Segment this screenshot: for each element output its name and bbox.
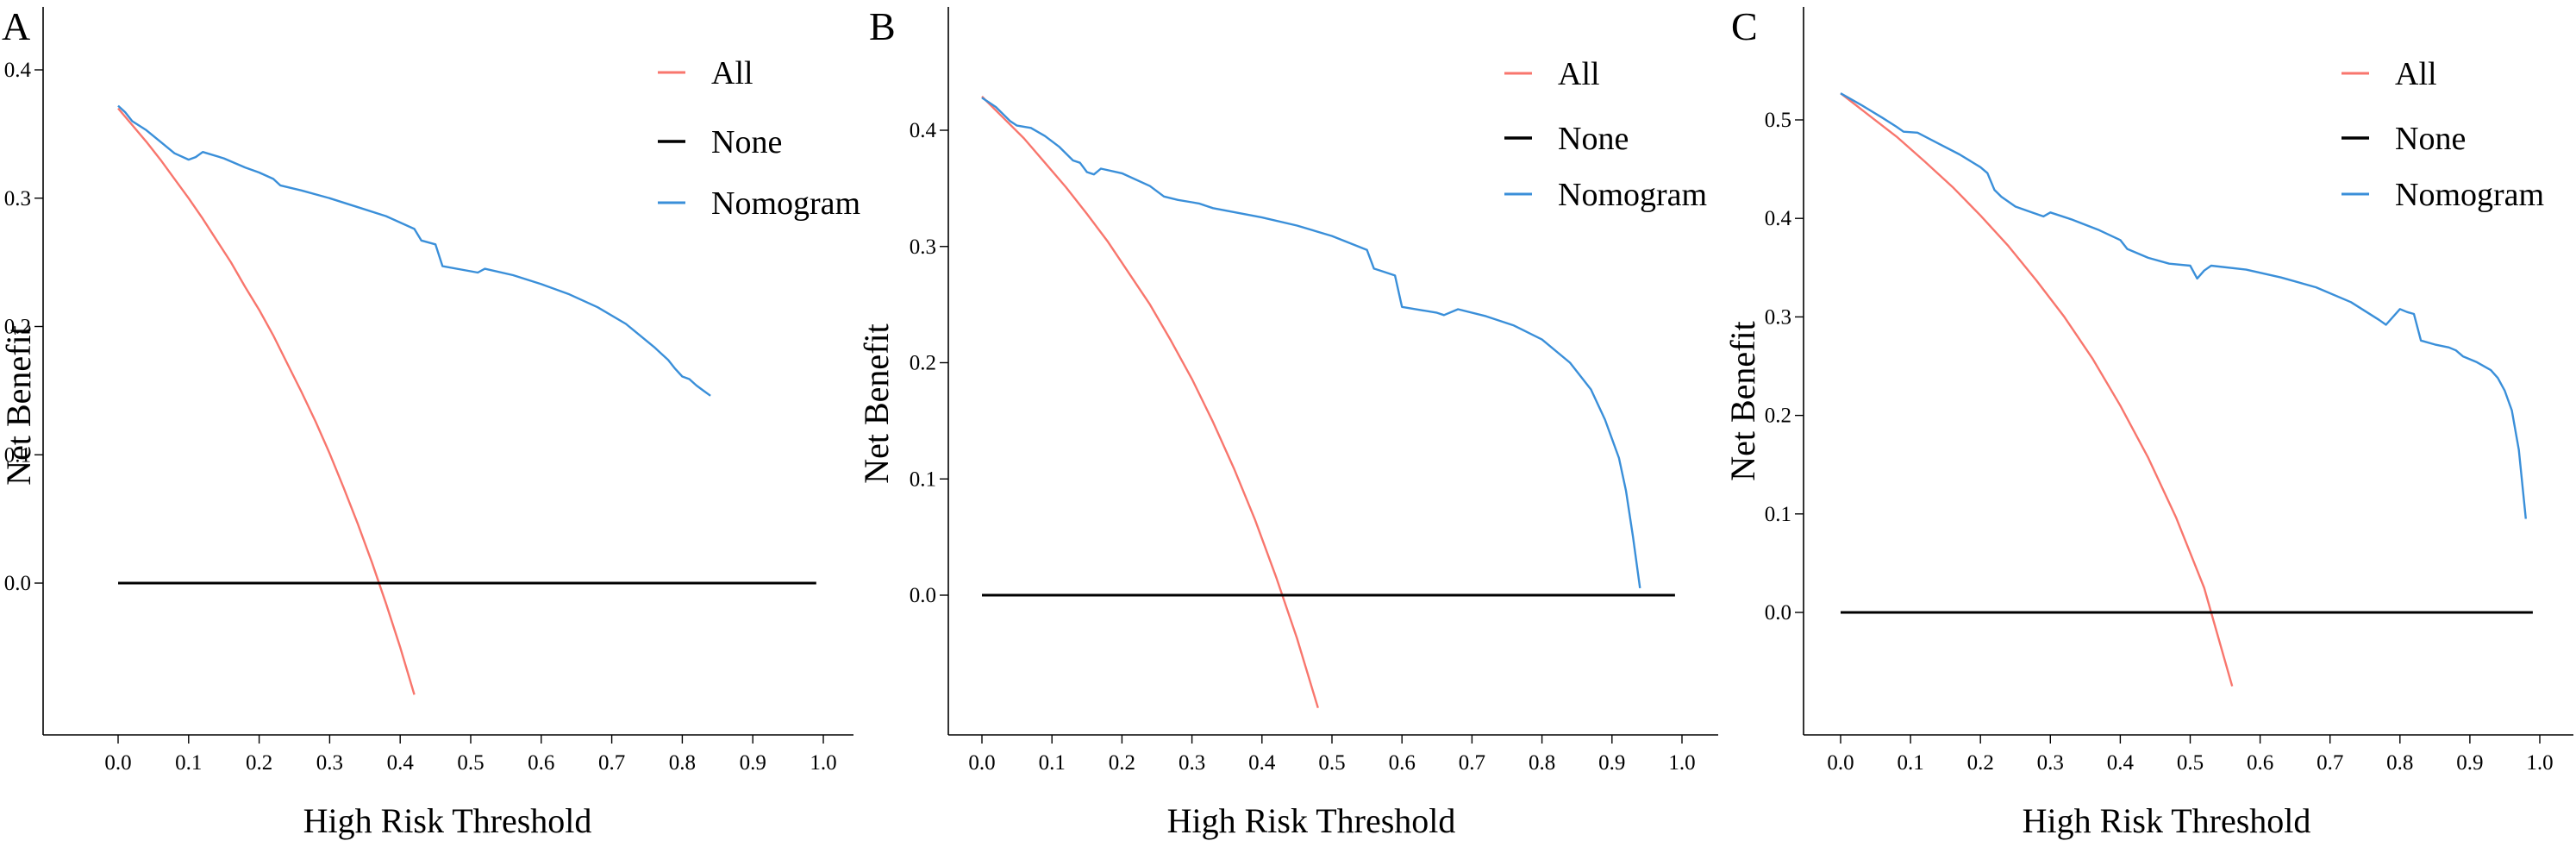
x-tick-label: 0.4	[1248, 751, 1276, 775]
x-tick-label: 0.0	[104, 751, 131, 775]
series-line-nomogram	[117, 104, 711, 397]
series-line-nomogram	[981, 97, 1641, 589]
x-axis-title: High Risk Threshold	[1167, 801, 1456, 840]
y-axis-title: Net Benefit	[0, 325, 38, 486]
x-tick-label: 0.4	[387, 751, 415, 775]
x-tick-label: 0.2	[1109, 751, 1135, 775]
series-line-nomogram	[1840, 92, 2527, 519]
x-tick-label: 0.5	[2177, 751, 2204, 775]
y-tick-label: 0.2	[4, 316, 31, 339]
x-tick-label: 0.2	[246, 751, 272, 775]
series-line-all	[981, 96, 1319, 709]
x-tick-label: 0.7	[1459, 751, 1485, 775]
legend-label-none: None	[711, 124, 782, 160]
plot-lines	[1840, 92, 2533, 687]
y-tick-label: 0.0	[4, 572, 31, 595]
panel-c: C Net Benefit High Risk Threshold 0.0 0.1…	[1723, 4, 2573, 840]
legend-label-nomogram: Nomogram	[711, 185, 860, 222]
plot-lines	[981, 96, 1675, 709]
y-tick-label: 0.3	[4, 187, 31, 210]
axes: 0.0 0.1 0.2 0.3 0.4 0.5 0.6 0.7 0.8 0.9 1.0 0.0 0.1 0…	[4, 7, 853, 775]
x-tick-label: 0.2	[1967, 751, 1994, 775]
x-tick-label: 0.3	[2037, 751, 2064, 775]
legend: All None Nomogram	[2342, 56, 2544, 213]
y-axis-title: Net Benefit	[1723, 321, 1762, 481]
y-tick-label: 0.0	[1765, 601, 1791, 624]
x-axis-title: High Risk Threshold	[303, 801, 592, 840]
x-tick-label: 0.0	[1827, 751, 1854, 775]
y-tick-label: 0.1	[910, 468, 936, 491]
x-tick-label: 0.6	[2247, 751, 2273, 775]
y-tick-label: 0.1	[1765, 503, 1791, 526]
panel-letter-c: C	[1731, 4, 1758, 48]
plot-lines	[117, 104, 816, 695]
x-tick-label: 0.9	[740, 751, 766, 775]
x-axis-title: High Risk Threshold	[2023, 801, 2311, 840]
y-tick-label: 0.5	[1765, 109, 1791, 132]
y-tick-label: 0.0	[910, 584, 936, 607]
x-tick-label: 0.0	[968, 751, 995, 775]
x-tick-label: 0.3	[1179, 751, 1205, 775]
x-tick-label: 0.8	[1529, 751, 1555, 775]
x-tick-label: 0.7	[598, 751, 625, 775]
x-tick-label: 0.9	[1598, 751, 1625, 775]
x-tick-label: 0.5	[457, 751, 484, 775]
x-tick-label: 0.9	[2456, 751, 2483, 775]
x-tick-label: 0.7	[2317, 751, 2343, 775]
x-tick-label: 0.5	[1318, 751, 1345, 775]
panel-letter-b: B	[869, 4, 896, 48]
panel-a: A Net Benefit High Risk Threshold 0.0 0.1…	[0, 4, 860, 840]
x-tick-label: 0.6	[528, 751, 554, 775]
x-tick-label: 0.4	[2107, 751, 2135, 775]
legend: All None Nomogram	[1504, 56, 1707, 213]
y-tick-label: 0.4	[4, 59, 32, 82]
axes: 0.0 0.1 0.2 0.3 0.4 0.5 0.6 0.7 0.8 0.9 1.0 0.0 0.1 0…	[910, 7, 1718, 775]
panel-b: B Net Benefit High Risk Threshold 0.0 0.1…	[857, 4, 1718, 840]
x-tick-label: 0.8	[2386, 751, 2413, 775]
panel-letter-a: A	[2, 4, 30, 48]
legend-label-nomogram: Nomogram	[1558, 177, 1707, 213]
x-tick-label: 0.6	[1389, 751, 1416, 775]
y-tick-label: 0.4	[1765, 207, 1792, 230]
y-tick-label: 0.3	[910, 235, 936, 259]
legend-label-none: None	[2395, 121, 2466, 157]
x-tick-label: 0.8	[669, 751, 696, 775]
axes: 0.0 0.1 0.2 0.3 0.4 0.5 0.6 0.7 0.8 0.9 1.0 0.0 0.1 0…	[1765, 7, 2573, 775]
legend-label-all: All	[1558, 56, 1600, 92]
y-tick-label: 0.1	[4, 443, 31, 467]
series-line-all	[1840, 92, 2234, 687]
legend: All None Nomogram	[658, 55, 860, 222]
x-tick-label: 0.3	[316, 751, 343, 775]
y-axis-title: Net Benefit	[857, 323, 896, 484]
y-tick-label: 0.2	[910, 352, 936, 375]
legend-label-nomogram: Nomogram	[2395, 177, 2544, 213]
legend-label-all: All	[2395, 56, 2437, 92]
legend-label-none: None	[1558, 121, 1629, 157]
legend-label-all: All	[711, 55, 753, 91]
x-tick-label: 1.0	[810, 751, 836, 775]
x-tick-label: 0.1	[175, 751, 202, 775]
x-tick-label: 0.1	[1897, 751, 1923, 775]
y-tick-label: 0.3	[1765, 305, 1791, 329]
y-tick-label: 0.2	[1765, 405, 1791, 428]
y-tick-label: 0.4	[910, 119, 937, 142]
x-tick-label: 1.0	[1668, 751, 1695, 775]
x-tick-label: 0.1	[1039, 751, 1066, 775]
x-tick-label: 1.0	[2526, 751, 2553, 775]
series-line-all	[117, 107, 416, 695]
